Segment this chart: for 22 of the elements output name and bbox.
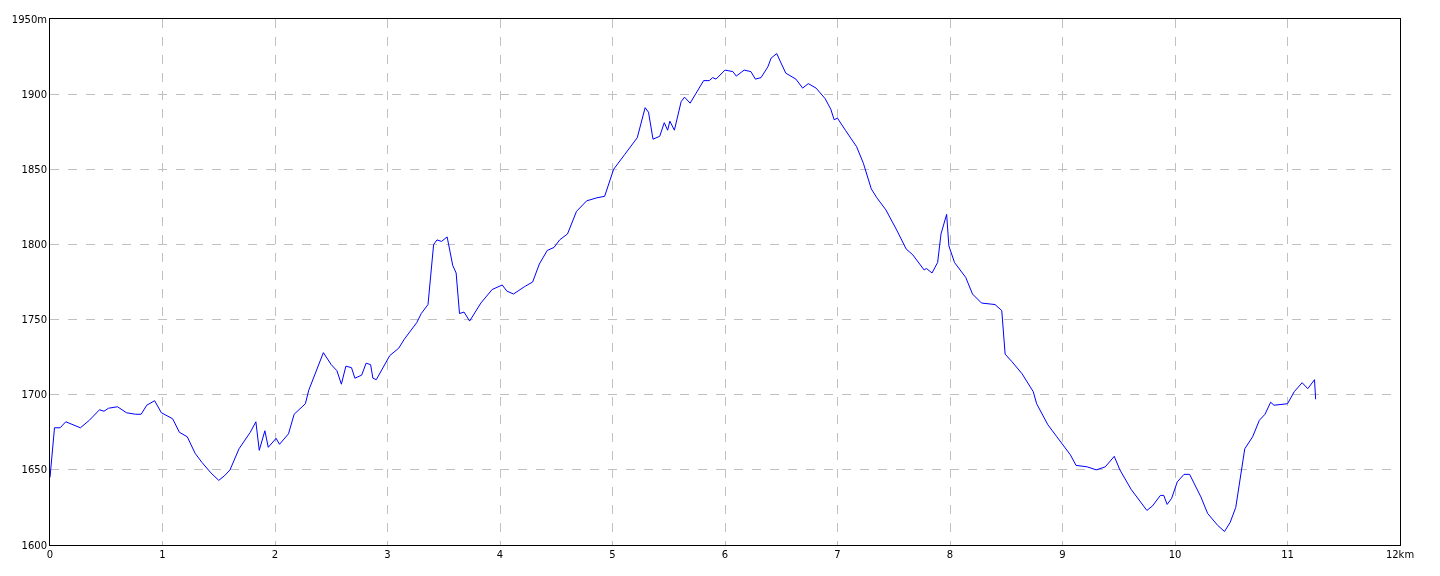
x-tick-label: 2	[271, 549, 279, 560]
y-tick-label: 1800	[21, 238, 47, 250]
x-tick-label: 6	[721, 549, 729, 560]
x-tick-label: 9	[1059, 549, 1066, 560]
x-tick-label: 10	[1168, 549, 1182, 560]
x-tick-label: 7	[834, 549, 841, 560]
y-tick-label: 1950m	[11, 13, 47, 25]
x-tick-label: 1	[159, 549, 166, 560]
y-tick-label: 1900	[21, 88, 47, 100]
x-tick-label: 12km	[1385, 549, 1415, 560]
y-tick-label: 1600	[21, 539, 47, 551]
x-tick-label: 3	[384, 549, 391, 560]
x-tick-label: 0	[46, 549, 54, 560]
y-tick-label: 1700	[21, 389, 47, 401]
y-tick-label: 1850	[21, 163, 47, 175]
y-tick-label: 1650	[21, 464, 47, 476]
y-tick-label: 1750	[21, 314, 47, 326]
x-tick-label: 11	[1281, 549, 1294, 560]
x-tick-label: 8	[946, 549, 954, 560]
x-tick-label: 4	[496, 549, 504, 560]
x-tick-label: 5	[609, 549, 616, 560]
line-series	[50, 53, 1317, 532]
